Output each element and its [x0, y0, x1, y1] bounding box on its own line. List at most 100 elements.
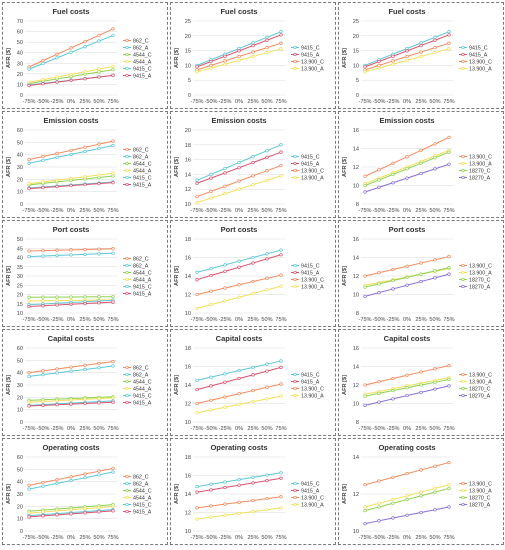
legend-marker — [125, 59, 129, 64]
data-point — [111, 247, 115, 251]
legend-label: 9415_A — [301, 271, 320, 277]
data-point — [27, 254, 31, 259]
data-point — [447, 384, 451, 388]
data-point — [27, 299, 31, 303]
data-point — [83, 77, 87, 81]
data-point — [111, 64, 115, 69]
data-point — [237, 376, 241, 381]
data-point — [55, 478, 59, 482]
y-tick-label: 0 — [188, 93, 191, 99]
x-tick-label: 0% — [403, 317, 411, 323]
data-point — [237, 259, 241, 263]
data-point — [391, 267, 395, 272]
legend-label: 9415_C — [133, 503, 152, 509]
data-point — [27, 371, 31, 375]
x-tick-label: -25% — [218, 317, 231, 323]
data-point — [265, 149, 269, 153]
legend-label: 4544_A — [133, 169, 152, 175]
data-point — [97, 33, 101, 37]
data-point — [209, 289, 213, 293]
data-point — [27, 515, 31, 519]
x-tick-label: -75% — [190, 317, 203, 323]
x-tick-label: -25% — [50, 426, 63, 432]
data-point — [55, 403, 59, 407]
data-point — [405, 494, 409, 498]
x-tick-label: 0% — [235, 208, 243, 214]
chart-svg: Emission costs 10 12 14 16 18 20 -75% -50% -25% 0%… — [174, 116, 324, 214]
legend-marker — [125, 393, 129, 398]
legend-label: 9415_C — [301, 482, 320, 488]
y-tick-label: 10 — [185, 311, 191, 317]
data-point — [97, 39, 101, 43]
x-tick-label: 0% — [403, 535, 411, 541]
y-tick-label: 12 — [353, 492, 359, 498]
data-point — [55, 52, 59, 56]
x-tick-label: -50% — [36, 535, 49, 541]
data-point — [265, 385, 269, 389]
x-tick-label: 75% — [107, 208, 118, 214]
data-point — [377, 380, 381, 384]
legend-marker — [125, 175, 129, 180]
data-point — [433, 35, 437, 39]
y-axis-label: AFR [$] — [342, 375, 348, 395]
data-point — [195, 306, 199, 311]
data-point — [41, 514, 45, 518]
data-point — [41, 399, 45, 404]
x-tick-label: 25% — [247, 317, 258, 323]
data-point — [209, 504, 213, 508]
x-tick-label: -25% — [218, 99, 231, 105]
data-point — [447, 30, 451, 34]
data-point — [83, 70, 87, 74]
data-point — [195, 387, 199, 392]
data-point — [209, 176, 213, 180]
legend-label: 9415_A — [301, 162, 320, 168]
x-tick-label: 0% — [403, 426, 411, 432]
chart-svg: Fuel costs 0 5 10 15 20 25 -75% -50% -25% 0% 25% 50%… — [174, 7, 324, 105]
y-tick-label: 60 — [17, 346, 23, 352]
data-point — [419, 41, 423, 45]
data-point — [251, 54, 255, 59]
x-tick-label: -75% — [22, 208, 35, 214]
legend-marker — [461, 495, 465, 500]
data-point — [433, 258, 437, 262]
legend-marker — [125, 495, 129, 500]
legend-label: 9415_A — [301, 53, 320, 59]
x-tick-label: 50% — [261, 535, 272, 541]
y-tick-label: 10 — [17, 311, 23, 317]
data-point — [41, 154, 45, 159]
data-point — [111, 396, 115, 400]
y-tick-label: 30 — [17, 492, 23, 498]
data-point — [41, 61, 45, 66]
y-tick-label: 10 — [353, 402, 359, 408]
data-point — [419, 494, 423, 498]
data-point — [55, 509, 59, 513]
data-point — [447, 483, 451, 487]
data-point — [251, 388, 255, 393]
y-tick-label: 14 — [185, 172, 191, 178]
data-point — [363, 285, 367, 289]
x-tick-label: -75% — [190, 208, 203, 214]
data-point — [391, 388, 395, 393]
x-tick-label: -75% — [358, 99, 371, 105]
data-point — [237, 511, 241, 516]
data-point — [363, 403, 367, 407]
data-point — [209, 189, 213, 194]
legend-label: 9415_A — [301, 380, 320, 386]
legend-marker — [293, 168, 297, 173]
legend-marker — [125, 168, 129, 173]
legend-label: 18270_C — [469, 387, 491, 393]
data-point — [265, 51, 269, 55]
data-point — [195, 506, 199, 510]
data-point — [195, 292, 199, 297]
data-point — [237, 283, 241, 287]
data-point — [279, 359, 283, 363]
data-point — [377, 290, 381, 295]
y-tick-label: 10 — [353, 293, 359, 299]
chart-panel-4: Emission costs 0 10 20 30 40 50 60 -75% -50% -25% 0… — [2, 111, 168, 218]
y-tick-label: 16 — [185, 365, 191, 371]
y-tick-label: 25 — [353, 19, 359, 25]
legend-marker — [461, 277, 465, 282]
legend-marker — [125, 161, 129, 166]
data-point — [279, 476, 283, 480]
